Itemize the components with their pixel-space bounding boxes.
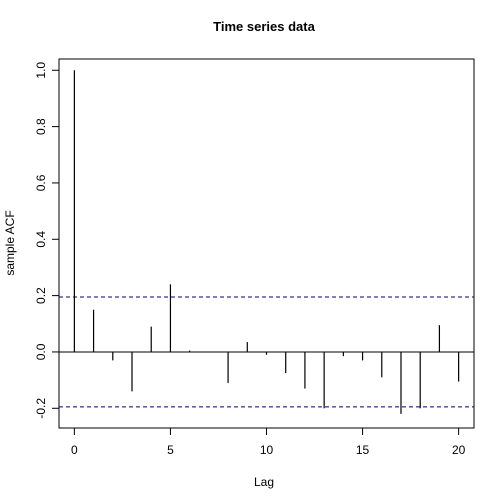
x-tick-label: 15 [356, 443, 370, 457]
y-tick-label: -0.2 [34, 398, 48, 419]
x-axis-label: Lag [254, 475, 274, 489]
x-tick-label: 0 [71, 443, 78, 457]
y-tick-label: 0.2 [34, 287, 48, 304]
y-tick-label: 0.0 [34, 343, 48, 360]
y-tick-label: 0.8 [34, 118, 48, 135]
y-tick-label: 0.6 [34, 174, 48, 191]
y-tick-label: 0.4 [34, 231, 48, 248]
x-tick-label: 5 [167, 443, 174, 457]
x-tick-label: 20 [452, 443, 466, 457]
y-axis-label: sample ACF [3, 210, 17, 275]
x-tick-label: 10 [260, 443, 274, 457]
x-axis: 0 5 10 15 20 [71, 427, 466, 457]
y-axis: -0.2 0.0 0.2 0.4 0.6 0.8 1.0 [34, 62, 60, 419]
plot-frame [58, 58, 475, 429]
y-tick-label: 1.0 [34, 62, 48, 79]
chart-title: Time series data [213, 19, 315, 34]
acf-bars [73, 70, 460, 414]
